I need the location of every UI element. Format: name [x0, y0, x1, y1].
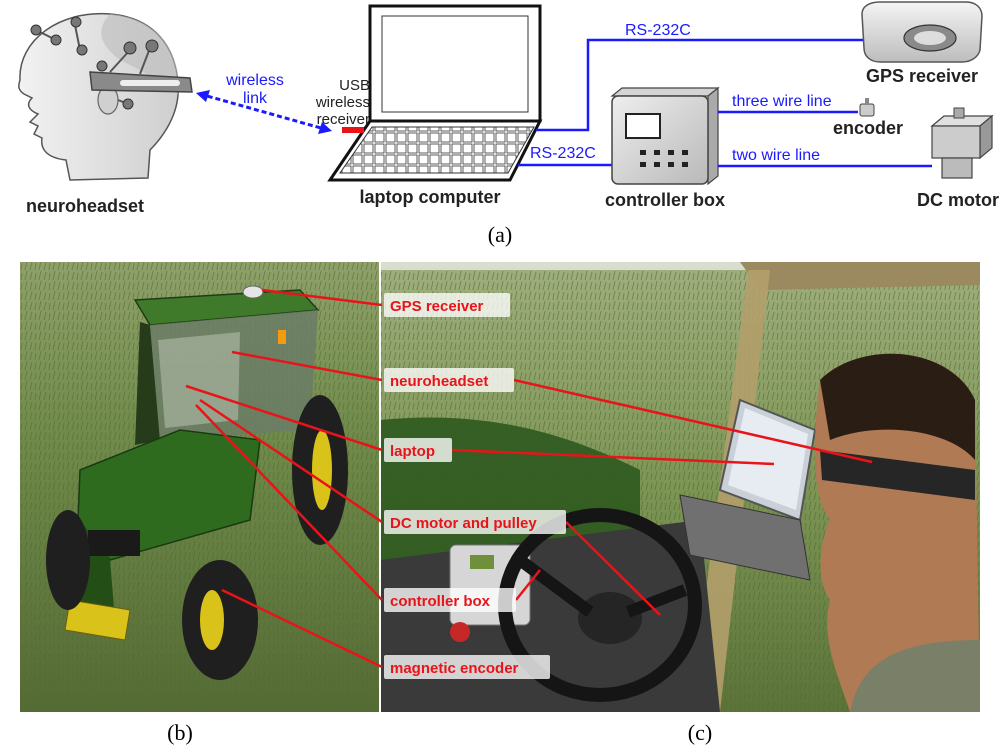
callout-laptop: laptop: [384, 438, 452, 462]
callout-gps-label: GPS receiver: [390, 298, 484, 315]
two-wire-label: two wire line: [732, 147, 820, 164]
callout-encoder-label: magnetic encoder: [390, 660, 519, 677]
encoder-label: encoder: [833, 118, 903, 138]
usb-label-line1: USB: [339, 77, 370, 94]
caption-c: (c): [688, 720, 712, 745]
panel-b-photo: [20, 262, 380, 712]
rs232-mid-label: RS-232C: [530, 145, 596, 162]
arrowhead-left-icon: [196, 90, 210, 102]
arrowhead-right-icon: [318, 122, 332, 134]
controller-box-illustration: [610, 86, 720, 186]
controller-box-label: controller box: [605, 190, 725, 210]
usb-label-line3: receiver: [317, 111, 370, 128]
callout-gps: GPS receiver: [384, 293, 510, 317]
wireless-label-line1: wireless: [225, 72, 284, 89]
usb-label-line2: wireless: [315, 94, 370, 111]
panel-a: neuroheadset wireless link USB wireless …: [18, 1, 999, 247]
usb-dongle: [342, 127, 364, 133]
neuroheadset-label: neuroheadset: [26, 196, 144, 216]
gps-receiver-label: GPS receiver: [866, 66, 978, 86]
tractor-illustration: [46, 285, 348, 680]
wireless-link-arrow: [199, 92, 329, 132]
encoder-illustration: [859, 98, 875, 117]
caption-a: (a): [488, 222, 512, 247]
callout-neuroheadset-label: neuroheadset: [390, 373, 488, 390]
callout-laptop-label: laptop: [390, 443, 435, 460]
dc-motor-illustration: [930, 107, 994, 179]
callout-neuroheadset: neuroheadset: [384, 368, 514, 392]
gps-receiver-illustration: [861, 1, 983, 63]
callout-motor: DC motor and pulley: [384, 510, 566, 534]
callout-encoder: magnetic encoder: [384, 655, 550, 679]
rs232-gps-line: [536, 38, 866, 132]
laptop-label: laptop computer: [359, 187, 500, 207]
wireless-label-line2: link: [243, 90, 268, 107]
callout-lines: [185, 288, 873, 669]
three-wire-label: three wire line: [732, 93, 832, 110]
rs232-top-label: RS-232C: [625, 22, 691, 39]
panel-c-photo: [380, 262, 980, 712]
callout-controller-label: controller box: [390, 593, 491, 610]
laptop-illustration: [327, 4, 543, 182]
dc-motor-label: DC motor: [917, 190, 999, 210]
neuroheadset-illustration: [18, 12, 193, 181]
callout-motor-label: DC motor and pulley: [390, 515, 537, 532]
callout-controller: controller box: [384, 588, 516, 612]
caption-b: (b): [167, 720, 193, 745]
